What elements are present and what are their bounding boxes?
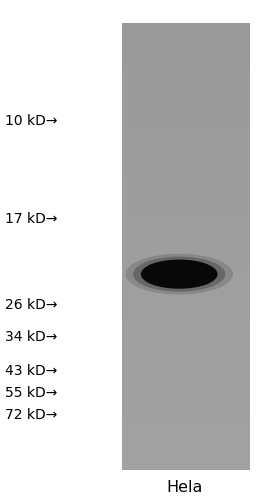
Ellipse shape — [125, 254, 233, 295]
Bar — [122, 209, 250, 217]
Bar — [122, 194, 250, 202]
Bar — [122, 112, 250, 120]
Text: 34 kD→: 34 kD→ — [5, 330, 58, 344]
Bar — [122, 127, 250, 135]
Text: 55 kD→: 55 kD→ — [5, 386, 58, 400]
Bar — [122, 202, 250, 209]
Text: 10 kD→: 10 kD→ — [5, 114, 58, 128]
Bar — [122, 321, 250, 328]
Bar — [122, 246, 250, 254]
Bar — [122, 67, 250, 75]
Bar — [122, 157, 250, 164]
Bar — [122, 254, 250, 262]
Bar — [122, 30, 250, 38]
Bar — [122, 433, 250, 441]
Bar — [122, 366, 250, 373]
Bar — [122, 75, 250, 82]
Bar — [122, 351, 250, 359]
Bar — [122, 180, 250, 187]
Text: 43 kD→: 43 kD→ — [5, 364, 58, 378]
Bar — [122, 217, 250, 224]
Bar — [122, 38, 250, 45]
Bar — [122, 52, 250, 60]
Bar — [122, 164, 250, 172]
Bar — [122, 328, 250, 336]
Bar — [122, 120, 250, 127]
Bar — [122, 426, 250, 433]
Text: 26 kD→: 26 kD→ — [5, 298, 58, 312]
Bar — [122, 381, 250, 388]
Bar — [122, 314, 250, 321]
Bar — [122, 276, 250, 284]
Bar — [122, 149, 250, 157]
Bar — [122, 135, 250, 142]
Bar — [122, 299, 250, 306]
Bar — [122, 306, 250, 314]
Bar — [122, 142, 250, 149]
Bar — [122, 231, 250, 239]
Text: 17 kD→: 17 kD→ — [5, 212, 58, 226]
Bar — [122, 45, 250, 52]
Bar — [122, 90, 250, 97]
Bar — [122, 187, 250, 194]
Bar — [122, 359, 250, 366]
Bar — [122, 269, 250, 276]
Text: 72 kD→: 72 kD→ — [5, 408, 58, 422]
Ellipse shape — [133, 257, 225, 292]
Bar — [122, 105, 250, 112]
Bar — [122, 60, 250, 67]
Bar — [122, 97, 250, 105]
Bar — [122, 455, 250, 463]
Bar — [122, 291, 250, 299]
Bar — [122, 373, 250, 381]
Bar — [122, 396, 250, 403]
Bar — [122, 463, 250, 470]
Bar — [122, 418, 250, 426]
Bar — [122, 172, 250, 180]
Bar — [122, 262, 250, 269]
Bar — [122, 23, 250, 30]
Bar — [122, 410, 250, 418]
Bar — [122, 239, 250, 246]
Bar — [122, 344, 250, 351]
Bar — [122, 82, 250, 90]
Bar — [122, 224, 250, 231]
Ellipse shape — [141, 260, 218, 289]
Bar — [122, 403, 250, 410]
Bar — [122, 336, 250, 344]
Bar — [122, 448, 250, 455]
Bar — [122, 284, 250, 291]
Text: Hela: Hela — [166, 480, 202, 495]
Bar — [122, 441, 250, 448]
Bar — [122, 388, 250, 396]
